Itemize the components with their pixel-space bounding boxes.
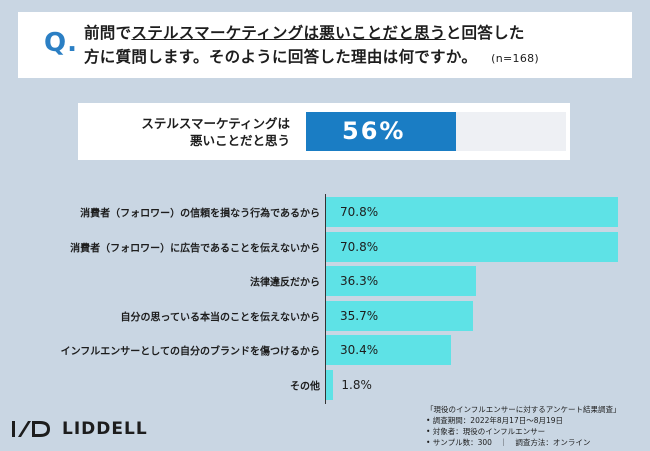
chart-axis-line bbox=[325, 194, 326, 404]
summary-label: ステルスマーケティングは 悪いことだと思う bbox=[141, 115, 290, 149]
logo-text: LIDDELL bbox=[62, 419, 148, 439]
summary-bar-fill: 56% bbox=[306, 112, 456, 151]
summary-value: 56% bbox=[342, 117, 406, 145]
category-label: 消費者（フォロワー）に広告であることを伝えないから bbox=[70, 243, 320, 255]
footnote-sample-method: • サンプル数：300 ｜ 調査方法：オンライン bbox=[426, 437, 620, 448]
footnote-sample: • サンプル数：300 bbox=[426, 438, 492, 447]
sample-size: (n=168) bbox=[491, 52, 540, 65]
footnote-period: • 調査期間：2022年8月17日〜8月19日 bbox=[426, 416, 564, 425]
bar-value-label: 1.8% bbox=[341, 378, 372, 392]
footnote-method: 調査方法：オンライン bbox=[515, 438, 591, 447]
bar bbox=[326, 335, 452, 366]
footnote-target: • 対象者：現役のインフルエンサー bbox=[426, 427, 546, 436]
bar-value-label: 70.8% bbox=[340, 205, 379, 219]
logo: LIDDELL bbox=[12, 418, 148, 440]
question-prefix: 前問で bbox=[84, 24, 132, 42]
bar bbox=[326, 197, 618, 227]
survey-footnote: 「現役のインフルエンサーに対するアンケート結果調査」 • 調査期間：2022年8… bbox=[426, 404, 620, 448]
footnote-separator: ｜ bbox=[499, 438, 508, 447]
bar-value-label: 36.3% bbox=[340, 274, 379, 289]
liddell-logo-icon bbox=[12, 421, 50, 437]
question-mark: Q. bbox=[44, 28, 78, 58]
question-box: Q. 前問でステルスマーケティングは悪いことだと思うと回答した 方に質問します。… bbox=[18, 12, 632, 78]
bar-value-label: 70.8% bbox=[340, 239, 379, 254]
bar-chart: 消費者（フォロワー）の信頼を損なう行為であるから 70.8% 消費者（フォロワー）に… bbox=[0, 190, 650, 410]
bar bbox=[326, 300, 474, 331]
question-line2: 方に質問します。そのように回答した理由は何ですか。 bbox=[84, 48, 478, 66]
footnote-title: 「現役のインフルエンサーに対するアンケート結果調査」 bbox=[426, 405, 621, 414]
category-label: その他 bbox=[290, 381, 320, 393]
category-label: 法律違反だから bbox=[250, 277, 320, 289]
question-suffix: と回答した bbox=[445, 24, 525, 42]
bar bbox=[326, 231, 618, 262]
question-text: 前問でステルスマーケティングは悪いことだと思うと回答した 方に質問します。そのよ… bbox=[84, 21, 624, 71]
bar-value-label: 35.7% bbox=[340, 308, 379, 323]
bar bbox=[326, 266, 476, 297]
category-label: 消費者（フォロワー）の信頼を損なう行為であるから bbox=[80, 208, 320, 220]
summary-box: ステルスマーケティングは 悪いことだと思う 56% bbox=[78, 103, 570, 160]
category-label: インフルエンサーとしての自分のブランドを傷つけるから bbox=[60, 346, 320, 358]
bar-value-label: 30.4% bbox=[340, 343, 379, 358]
summary-bar-track: 56% bbox=[306, 112, 566, 151]
summary-label-line2: 悪いことだと思う bbox=[189, 133, 290, 148]
category-label: 自分の思っている本当のことを伝えないから bbox=[120, 312, 321, 324]
question-underlined: ステルスマーケティングは悪いことだと思う bbox=[131, 24, 446, 42]
bar bbox=[326, 370, 334, 400]
summary-label-line1: ステルスマーケティングは bbox=[141, 116, 290, 131]
